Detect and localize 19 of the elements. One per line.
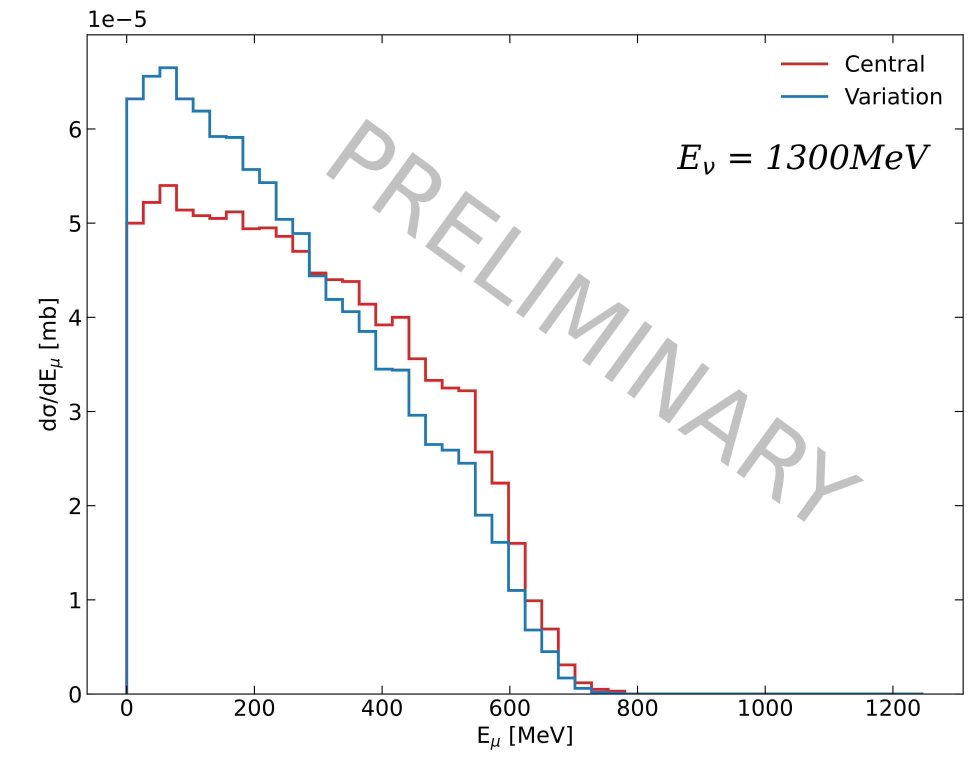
x-axis-title: E$_{μ}$ [MeV] <box>478 726 572 750</box>
y-tick-label: 0 <box>70 686 81 703</box>
y-axis-title: dσ/dE$_{μ}$ [mb] <box>38 299 63 431</box>
y-tick-label: 6 <box>70 120 81 138</box>
x-tick-label: 600 <box>490 699 530 716</box>
legend-label: Variation <box>844 87 942 105</box>
x-tick-label: 400 <box>362 699 402 716</box>
text: 1e−5 <box>90 10 146 28</box>
y-tick-label: 4 <box>69 310 82 326</box>
x-tick-label: 1200 <box>867 699 920 716</box>
legend-label: Central <box>846 54 924 72</box>
x-tick-label: 800 <box>618 699 658 716</box>
x-tick-label: 200 <box>234 699 274 716</box>
y-tick-label: 2 <box>70 498 80 514</box>
y-tick-label: 5 <box>70 215 80 232</box>
x-tick-label: 1000 <box>739 699 792 716</box>
y-tick-label: 3 <box>70 403 80 420</box>
y-tick-label: 1 <box>70 592 80 608</box>
x-tick-label: 0 <box>121 699 132 716</box>
